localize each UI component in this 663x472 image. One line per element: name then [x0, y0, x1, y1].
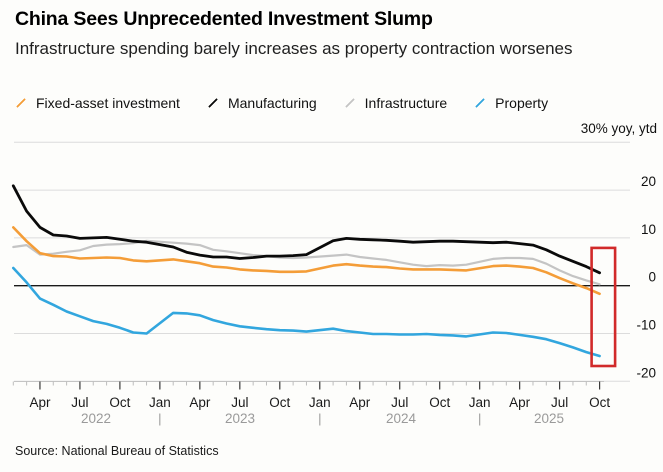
- legend-item-infrastructure: Infrastructure: [344, 95, 447, 111]
- month-label: Jul: [231, 395, 248, 410]
- month-label: Apr: [349, 395, 371, 410]
- y-tick-label: -10: [636, 318, 656, 333]
- month-label: Oct: [109, 395, 130, 410]
- month-label: Oct: [269, 395, 290, 410]
- month-label: Jan: [469, 395, 491, 410]
- month-label: Jan: [309, 395, 331, 410]
- month-label: Jul: [391, 395, 408, 410]
- year-label: 2025: [534, 411, 564, 426]
- month-label: Oct: [589, 395, 610, 410]
- legend-label: Property: [495, 95, 549, 111]
- series-line-property: [12, 266, 601, 358]
- source-note: Source: National Bureau of Statistics: [15, 444, 219, 458]
- month-label: Jan: [149, 395, 171, 410]
- y-tick-label: 10: [641, 222, 656, 237]
- month-label: Jul: [551, 395, 568, 410]
- y-tick-label: 0: [648, 270, 656, 285]
- legend-item-manufacturing: Manufacturing: [207, 95, 317, 111]
- year-label: 2022: [81, 411, 111, 426]
- y-tick-label: -20: [636, 365, 656, 380]
- month-label: Apr: [29, 395, 51, 410]
- legend-item-fixed-asset-investment: Fixed-asset investment: [15, 95, 180, 111]
- y-tick-label: 20: [641, 174, 656, 189]
- series-line-infrastructure: [12, 239, 601, 286]
- month-label: Jul: [71, 395, 88, 410]
- legend-label: Manufacturing: [227, 95, 317, 111]
- page-title: China Sees Unprecedented Investment Slum…: [15, 8, 433, 30]
- legend-item-property: Property: [474, 95, 548, 111]
- highlight-box: [590, 246, 617, 368]
- month-label: Apr: [189, 395, 211, 410]
- year-separator: |: [158, 411, 161, 426]
- y-axis-unit-label: 30% yoy, ytd: [580, 121, 657, 136]
- year-label: 2023: [225, 411, 255, 426]
- month-label: Oct: [429, 395, 450, 410]
- series-line-fixed-asset-investment: [12, 226, 601, 296]
- series-line-manufacturing: [11, 184, 601, 275]
- month-label: Apr: [509, 395, 531, 410]
- legend-label: Infrastructure: [364, 95, 448, 111]
- legend-label: Fixed-asset investment: [36, 95, 180, 111]
- year-separator: |: [318, 411, 321, 426]
- year-separator: |: [478, 411, 481, 426]
- chart-subtitle: Infrastructure spending barely increases…: [15, 39, 573, 58]
- chart-legend: Fixed-asset investment Manufacturing Inf…: [15, 95, 548, 111]
- year-label: 2024: [386, 411, 417, 426]
